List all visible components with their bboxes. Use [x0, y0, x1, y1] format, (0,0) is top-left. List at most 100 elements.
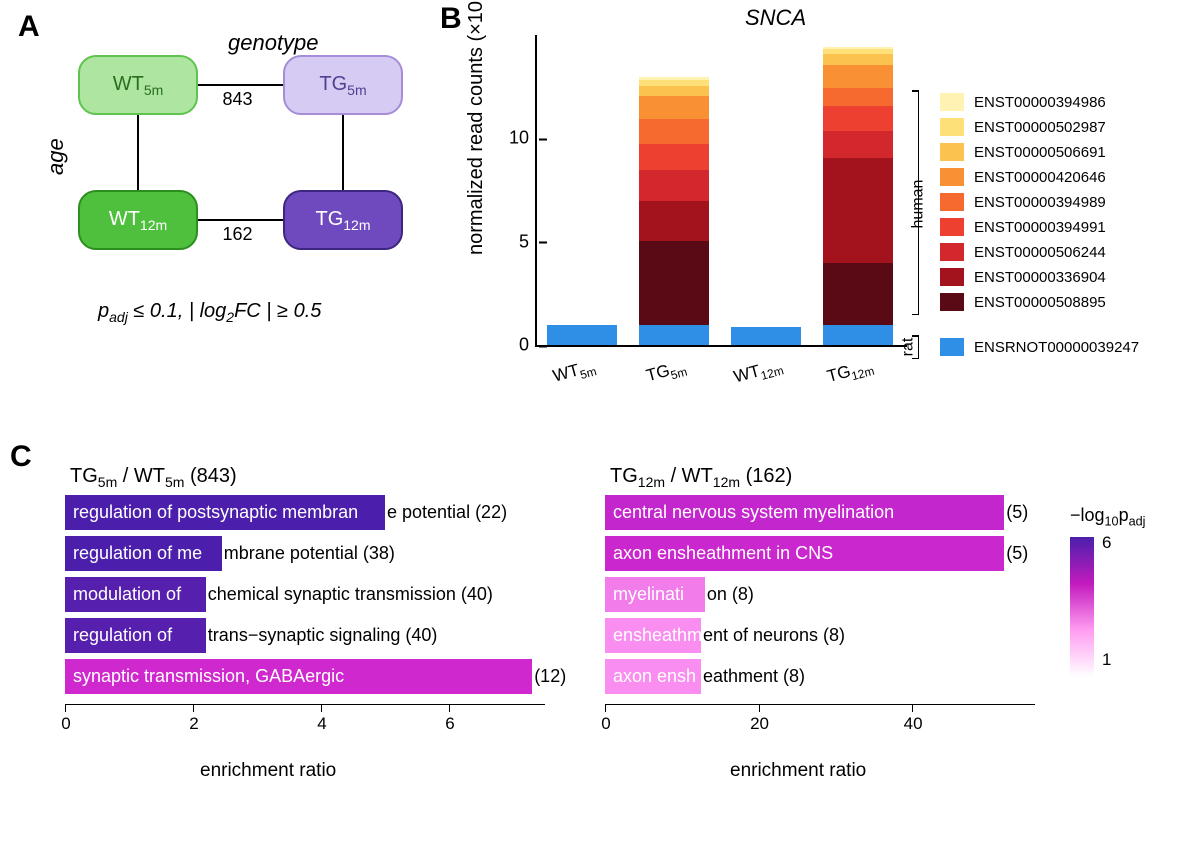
panel-b-legend-swatch [940, 338, 964, 356]
panel-c-bar-suffix: chemical synaptic transmission (40) [208, 577, 493, 612]
panel-a-axis-genotype: genotype [228, 30, 319, 56]
panel-c-colorscale-max: 6 [1102, 533, 1111, 553]
panel-c-bar: regulation of postsynaptic membran [65, 495, 385, 530]
panel-c-right-plot: central nervous system myelination (5)ax… [605, 495, 1035, 755]
panel-c-bar: axon ensh [605, 659, 701, 694]
panel-c-tick: 0 [65, 704, 66, 712]
panel-a-axis-age: age [43, 138, 69, 175]
panel-c-right-title: TG12m / WT12m (162) [610, 465, 792, 490]
panel-b-legend-label: ENST00000506244 [974, 244, 1106, 261]
panel-b-legend-item: ENST00000394986 [940, 90, 1190, 114]
panel-b-legend-item: ENST00000420646 [940, 165, 1190, 189]
panel-b-legend-swatch [940, 118, 964, 136]
panel-b-legend-item-rat: ENSRNOT00000039247 [940, 335, 1190, 359]
panel-c-colorscale-gradient [1070, 537, 1094, 677]
panel-c-colorscale: −log10padj 6 1 [1070, 505, 1180, 677]
panel-b-seg [823, 88, 893, 107]
panel-b-seg [823, 263, 893, 325]
panel-b-xcat: WT5m [528, 350, 621, 395]
panel-a-node-wt12m: WT12m [78, 190, 198, 250]
panel-c-bar: synaptic transmission, GABAergic [65, 659, 532, 694]
panel-b-xcat: WT12m [712, 350, 805, 395]
panel-b-seg [823, 49, 893, 53]
panel-b-seg [731, 327, 801, 345]
panel-b-seg [639, 325, 709, 345]
panel-b-legend-item: ENST00000502987 [940, 115, 1190, 139]
panel-c-bar: modulation of [65, 577, 206, 612]
panel-c-bar-label: modulation of [73, 577, 181, 612]
panel-b-legend-label: ENST00000394986 [974, 94, 1106, 111]
panel-a-node-tg5m: TG5m [283, 55, 403, 115]
panel-c-bar: central nervous system myelination [605, 495, 1004, 530]
panel-c-tick: 40 [912, 704, 913, 712]
panel-c-bar-label: myelinati [613, 577, 684, 612]
panel-b-seg [823, 158, 893, 263]
panel-c-bar-suffix: e potential (22) [387, 495, 507, 530]
panel-a-edge-label: 162 [223, 224, 253, 245]
panel-b-legend-item: ENST00000394991 [940, 215, 1190, 239]
panel-c-right-xlabel: enrichment ratio [730, 760, 866, 782]
panel-c-bar-suffix: (5) [1006, 536, 1028, 571]
panel-a-diagram: 843162WT5mTG5mWT12mTG12m [78, 55, 418, 265]
panel-c-bar-label: regulation of [73, 618, 172, 653]
panel-a-node-tg12m: TG12m [283, 190, 403, 250]
panel-c-left-title: TG5m / WT5m (843) [70, 465, 237, 490]
panel-b-legend-swatch [940, 218, 964, 236]
panel-c-tick: 4 [321, 704, 322, 712]
figure-root: A genotype age 843162WT5mTG5mWT12mTG12m … [0, 0, 1200, 847]
panel-a-letter: A [18, 10, 40, 44]
panel-b-plot: 0510 [535, 35, 907, 347]
panel-b-legend-swatch [940, 143, 964, 161]
panel-b-seg [639, 201, 709, 240]
panel-a-node-wt5m: WT5m [78, 55, 198, 115]
panel-b-legend-label: ENST00000336904 [974, 269, 1106, 286]
panel-b-species-human: human [909, 179, 927, 228]
panel-b-ytick: 5 [519, 231, 537, 252]
panel-b-legend-label: ENST00000394989 [974, 194, 1106, 211]
panel-c-bar: regulation of [65, 618, 206, 653]
panel-b-seg [639, 119, 709, 144]
panel-c-bar: regulation of me [65, 536, 222, 571]
panel-b-species-rat: rat [899, 338, 917, 357]
panel-b-legend-swatch [940, 243, 964, 261]
panel-c-bar-suffix: (5) [1006, 495, 1028, 530]
panel-b-letter: B [440, 2, 462, 36]
panel-b-seg [823, 106, 893, 131]
panel-b-seg [823, 65, 893, 88]
panel-b-legend-item: ENST00000506691 [940, 140, 1190, 164]
panel-b-seg [639, 144, 709, 171]
panel-b-seg [547, 325, 617, 345]
panel-b-legend-item: ENST00000394989 [940, 190, 1190, 214]
panel-c-tick: 2 [193, 704, 194, 712]
panel-b-seg [823, 325, 893, 345]
panel-c-letter: C [10, 440, 32, 474]
panel-b-legend-label: ENST00000506691 [974, 144, 1106, 161]
panel-b-legend-label: ENST00000502987 [974, 119, 1106, 136]
panel-c-axis [605, 704, 1035, 705]
panel-b-legend-item: ENST00000506244 [940, 240, 1190, 264]
panel-c-tick: 6 [449, 704, 450, 712]
panel-c-bar: myelinati [605, 577, 705, 612]
panel-c-bar-suffix: mbrane potential (38) [224, 536, 395, 571]
panel-c-bar: axon ensheathment in CNS [605, 536, 1004, 571]
panel-b-ytick: 0 [519, 335, 537, 356]
panel-b-seg [639, 170, 709, 201]
panel-a: A genotype age 843162WT5mTG5mWT12mTG12m … [18, 10, 438, 360]
panel-c-bar-label: synaptic transmission, GABAergic [73, 659, 344, 694]
panel-c-bar-label: regulation of me [73, 536, 202, 571]
panel-c-colorscale-title: −log10padj [1070, 505, 1180, 529]
panel-b-title: SNCA [745, 5, 806, 31]
panel-c-bar-suffix: trans−synaptic signaling (40) [208, 618, 438, 653]
panel-c-axis [65, 704, 545, 705]
panel-b-legend-swatch [940, 93, 964, 111]
panel-b-seg [639, 77, 709, 80]
panel-b-xcat: TG12m [804, 350, 897, 395]
panel-c-tick: 0 [605, 704, 606, 712]
panel-b-seg [823, 131, 893, 158]
panel-b-legend-label: ENSRNOT00000039247 [974, 339, 1139, 356]
panel-b-legend-label: ENST00000508895 [974, 294, 1106, 311]
panel-c-bar-label: ensheathm [613, 618, 702, 653]
panel-b-seg [823, 54, 893, 65]
panel-c: C TG5m / WT5m (843) regulation of postsy… [10, 440, 1190, 840]
panel-c-bar-label: central nervous system myelination [613, 495, 894, 530]
